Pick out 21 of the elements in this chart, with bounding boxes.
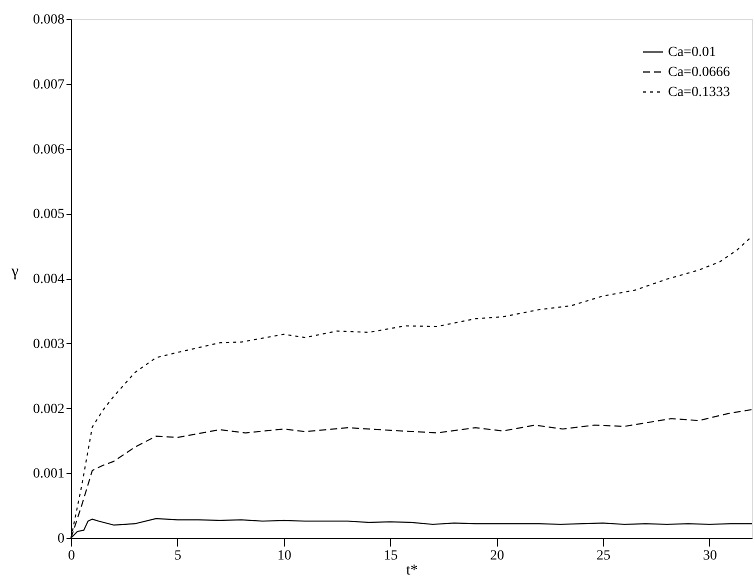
x-tick-label: 10 <box>277 548 292 564</box>
y-tick-label: 0.003 <box>33 336 64 352</box>
y-tick-label: 0.002 <box>33 402 64 417</box>
x-tick-label: 0 <box>68 548 75 564</box>
x-tick-label: 20 <box>490 548 504 564</box>
legend-label: Ca=0.0666 <box>668 65 730 80</box>
x-tick-label: 30 <box>702 548 717 564</box>
y-tick-label: 0.008 <box>33 12 64 28</box>
x-tick-label: 15 <box>384 548 398 564</box>
y-tick-label: 0.007 <box>33 77 64 92</box>
x-tick-label: 5 <box>174 548 182 564</box>
y-axis-title: γ <box>10 263 19 280</box>
x-axis-title: t* <box>406 562 418 578</box>
y-tick-label: 0 <box>58 532 64 546</box>
legend-label: Ca=0.1333 <box>668 85 730 100</box>
y-tick-label: 0.006 <box>33 142 64 158</box>
y-tick-label: 0.005 <box>33 207 64 222</box>
y-tick-label: 0.001 <box>33 466 64 482</box>
y-tick-label: 0.004 <box>33 272 64 287</box>
legend-label: Ca=0.01 <box>668 45 716 60</box>
x-tick-label: 25 <box>596 548 611 564</box>
